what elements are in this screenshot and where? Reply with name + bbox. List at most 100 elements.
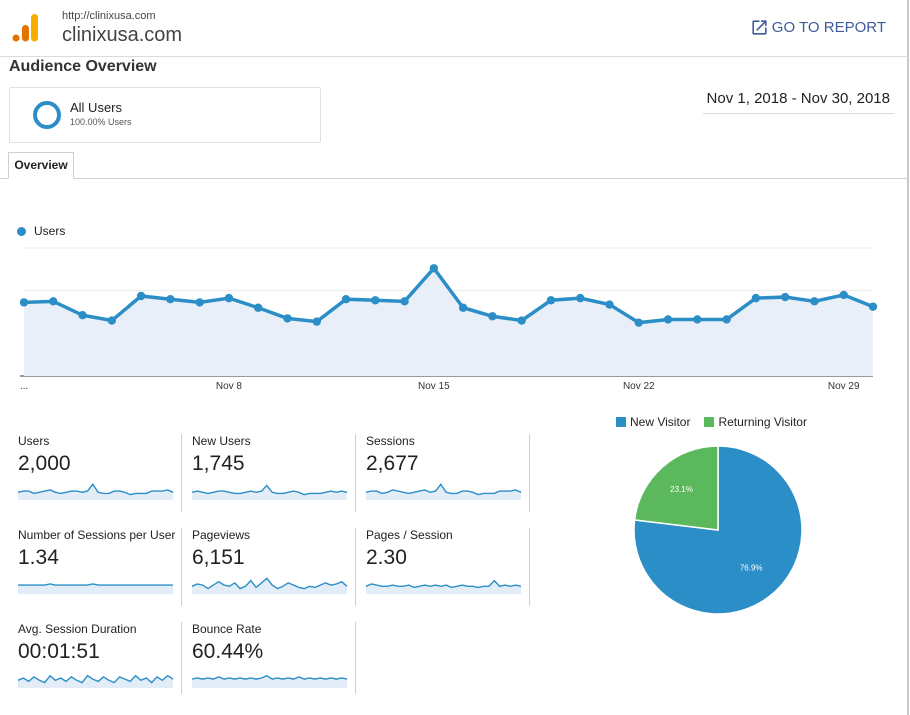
data-point[interactable] bbox=[546, 296, 556, 305]
metric-label: Bounce Rate bbox=[192, 622, 262, 636]
page-title: Audience Overview bbox=[9, 58, 157, 75]
tab-bar-line bbox=[0, 178, 908, 179]
sparkline bbox=[18, 583, 173, 594]
data-point[interactable] bbox=[283, 314, 292, 323]
go-to-report-label: GO TO REPORT bbox=[771, 19, 886, 36]
legend-dot bbox=[17, 226, 26, 236]
x-tick-label: Nov 22 bbox=[623, 381, 655, 392]
report-header: http://clinixusa.com clinixusa.com GO TO… bbox=[0, 0, 908, 57]
metric-divider bbox=[355, 528, 356, 606]
metric-divider bbox=[181, 622, 182, 694]
users-legend: Users bbox=[17, 224, 65, 238]
sparkline-area bbox=[192, 578, 347, 594]
metric-divider bbox=[529, 434, 530, 512]
data-point[interactable] bbox=[341, 295, 351, 304]
data-point[interactable] bbox=[166, 295, 175, 304]
data-point[interactable] bbox=[780, 292, 790, 302]
metric-value: 2.30 bbox=[366, 546, 407, 569]
data-point[interactable] bbox=[722, 315, 731, 324]
metric-divider bbox=[181, 434, 182, 512]
data-point[interactable] bbox=[517, 316, 526, 325]
segment-card[interactable]: All Users 100.00% Users bbox=[9, 87, 321, 143]
segment-name: All Users bbox=[70, 100, 123, 115]
data-point[interactable] bbox=[488, 312, 497, 321]
sparkline-area bbox=[18, 675, 173, 688]
metric-value: 1.34 bbox=[18, 546, 59, 569]
date-range-selector[interactable]: Nov 1, 2018 - Nov 30, 2018 bbox=[702, 88, 894, 114]
users-line-chart: ... Nov 8 Nov 15 Nov 22 Nov 29 bbox=[19, 247, 878, 392]
sparkline-line bbox=[192, 484, 348, 496]
data-point[interactable] bbox=[254, 303, 263, 312]
data-point[interactable] bbox=[429, 264, 439, 273]
data-point[interactable] bbox=[839, 290, 848, 300]
sparkline-line bbox=[366, 483, 522, 496]
metric-value: 00:01:51 bbox=[18, 640, 100, 663]
data-point[interactable] bbox=[576, 293, 585, 303]
data-point[interactable] bbox=[312, 317, 321, 326]
metric-tile[interactable]: New Users 1,745 bbox=[192, 434, 352, 510]
data-point[interactable] bbox=[136, 291, 146, 301]
data-point[interactable] bbox=[605, 300, 614, 309]
data-point[interactable] bbox=[49, 297, 58, 306]
window-edge bbox=[907, 0, 909, 715]
data-point[interactable] bbox=[224, 293, 234, 303]
data-point[interactable] bbox=[107, 316, 117, 325]
series-area bbox=[24, 268, 873, 376]
sparkline-area bbox=[366, 484, 521, 500]
data-point[interactable] bbox=[400, 297, 409, 306]
pie-legend-returning-label: Returning Visitor bbox=[718, 415, 807, 429]
pie-legend-new-label: New Visitor bbox=[630, 415, 691, 429]
metric-label: Sessions bbox=[366, 434, 415, 448]
data-point[interactable] bbox=[868, 302, 878, 311]
sparkline bbox=[366, 483, 522, 500]
metric-tile[interactable]: Avg. Session Duration 00:01:51 bbox=[18, 622, 178, 698]
pie-slice-label: 76.9% bbox=[740, 563, 763, 572]
go-to-report-button[interactable]: GO TO REPORT bbox=[750, 18, 886, 37]
sparkline-line bbox=[18, 483, 174, 496]
data-point[interactable] bbox=[19, 298, 29, 307]
metric-tile[interactable]: Users 2,000 bbox=[18, 434, 178, 510]
sparkline-area bbox=[18, 484, 173, 500]
data-point[interactable] bbox=[663, 315, 673, 324]
sparkline-line bbox=[18, 583, 173, 586]
analytics-logo-icon bbox=[12, 14, 38, 42]
data-point[interactable] bbox=[693, 315, 702, 324]
metric-tile[interactable]: Sessions 2,677 bbox=[366, 434, 526, 510]
metric-tile[interactable]: Pageviews 6,151 bbox=[192, 528, 352, 604]
data-point[interactable] bbox=[371, 296, 380, 305]
site-name: clinixusa.com bbox=[62, 24, 183, 46]
sparkline bbox=[18, 674, 174, 688]
x-tick-label: ... bbox=[20, 381, 28, 392]
metric-label: Pageviews bbox=[192, 528, 251, 542]
legend-swatch bbox=[704, 417, 715, 427]
metric-tile[interactable]: Number of Sessions per User 1.34 bbox=[18, 528, 178, 604]
metric-label: New Users bbox=[192, 434, 251, 448]
metric-divider bbox=[181, 528, 182, 606]
data-point[interactable] bbox=[195, 298, 204, 307]
sparkline bbox=[192, 484, 348, 500]
open-in-new-icon bbox=[752, 20, 767, 35]
metric-tile[interactable]: Bounce Rate 60.44% bbox=[192, 622, 352, 698]
data-point[interactable] bbox=[78, 311, 87, 320]
metric-tile[interactable]: Pages / Session 2.30 bbox=[366, 528, 526, 604]
visitor-pie-chart: 76.9% 23.1% bbox=[633, 445, 803, 615]
tab-overview[interactable]: Overview bbox=[8, 152, 74, 179]
metric-label: Pages / Session bbox=[366, 528, 453, 542]
sparkline-area bbox=[18, 584, 173, 594]
sparkline bbox=[192, 577, 348, 594]
x-tick-label: Nov 29 bbox=[828, 381, 860, 392]
site-url: http://clinixusa.com bbox=[62, 10, 156, 22]
sparkline bbox=[366, 579, 522, 594]
data-point[interactable] bbox=[751, 293, 761, 303]
pie-legend-new: New Visitor bbox=[616, 415, 690, 429]
pie-slice[interactable] bbox=[633, 445, 803, 615]
metric-divider bbox=[355, 434, 356, 512]
sparkline bbox=[18, 483, 174, 500]
sparkline-area bbox=[192, 485, 347, 500]
metric-value: 2,677 bbox=[366, 452, 419, 475]
data-point[interactable] bbox=[458, 303, 468, 312]
legend-label: Users bbox=[34, 224, 66, 238]
data-point[interactable] bbox=[810, 297, 819, 306]
data-point[interactable] bbox=[634, 318, 643, 327]
pie-slice[interactable] bbox=[633, 445, 719, 531]
